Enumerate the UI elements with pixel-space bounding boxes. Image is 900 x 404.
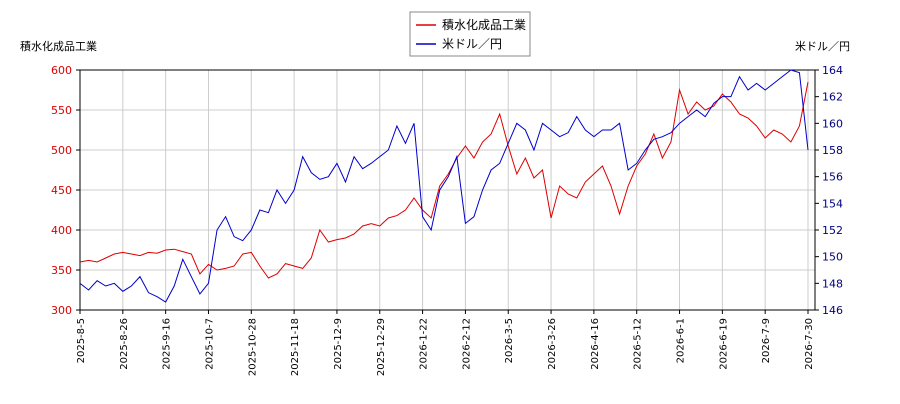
- x-tick-label: 2025-8-5: [76, 318, 87, 363]
- x-tick-label: 2026-3-5: [504, 318, 515, 363]
- x-tick-label: 2026-2-12: [461, 318, 472, 370]
- legend-box: [409, 11, 531, 57]
- y2-tick-label: 160: [822, 117, 843, 130]
- y-tick-label: 500: [51, 144, 72, 157]
- x-tick-label: 2025-10-7: [204, 318, 215, 370]
- x-tick-label: 2026-7-9: [761, 318, 772, 363]
- y2-tick-label: 150: [822, 251, 843, 264]
- x-tick-label: 2026-6-19: [718, 318, 729, 370]
- x-tick-label: 2026-3-26: [547, 318, 558, 370]
- y2-tick-label: 158: [822, 144, 843, 157]
- series-line: [79, 69, 809, 303]
- y2-tick-label: 164: [822, 64, 843, 77]
- x-tick-label: 2025-11-18: [290, 318, 301, 376]
- x-tick-label: 2025-12-9: [333, 318, 344, 370]
- x-tick-label: 2025-8-26: [119, 318, 130, 370]
- plot-frame: [79, 69, 816, 311]
- y-tick-label: 550: [51, 104, 72, 117]
- x-tick-label: 2025-12-29: [376, 318, 387, 376]
- x-tick-label: 2025-10-28: [247, 318, 258, 376]
- y-tick-label: 300: [51, 304, 72, 317]
- x-tick-label: 2026-4-16: [590, 318, 601, 370]
- legend-label: 積水化成品工業: [442, 17, 526, 32]
- y-tick-label: 400: [51, 224, 72, 237]
- y-tick-label: 350: [51, 264, 72, 277]
- x-tick-label: 2026-1-22: [419, 318, 430, 370]
- legend-label: 米ドル／円: [442, 37, 502, 51]
- y2-tick-label: 154: [822, 197, 843, 210]
- y2-tick-label: 146: [822, 304, 843, 317]
- x-tick-label: 2025-9-16: [162, 318, 173, 370]
- y-tick-label: 600: [51, 64, 72, 77]
- x-tick-label: 2026-5-12: [633, 318, 644, 370]
- series-line: [79, 81, 809, 279]
- y-tick-label: 450: [51, 184, 72, 197]
- y2-tick-label: 162: [822, 91, 843, 104]
- x-tick-label: 2026-6-1: [676, 318, 687, 363]
- y2-tick-label: 148: [822, 277, 843, 290]
- y2-tick-label: 152: [822, 224, 843, 237]
- x-tick-label: 2026-7-30: [804, 318, 815, 370]
- y2-axis-label: 米ドル／円: [795, 40, 850, 53]
- y2-tick-label: 156: [822, 171, 843, 184]
- y-axis-label: 積水化成品工業: [20, 39, 97, 53]
